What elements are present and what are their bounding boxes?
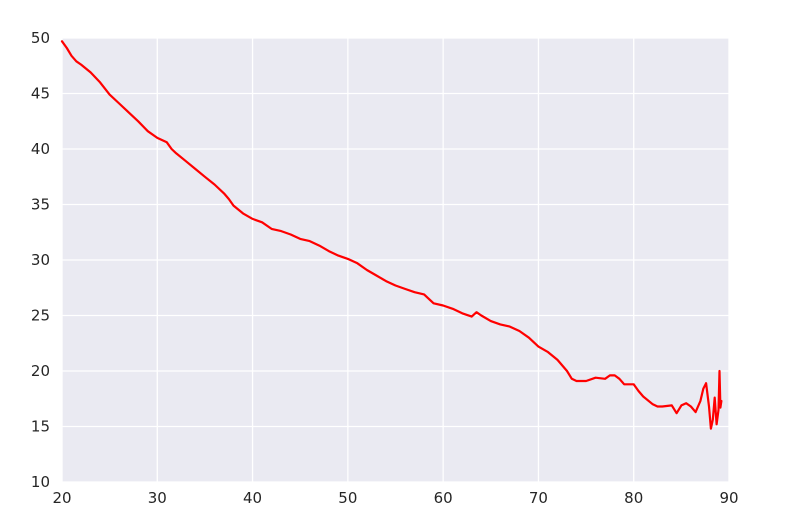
y-axis: 10 15 20 25 30 35 40 45 50: [31, 29, 50, 491]
y-tick-label: 30: [31, 251, 50, 269]
x-tick-label: 70: [529, 489, 548, 507]
y-tick-label: 50: [31, 29, 50, 47]
y-tick-label: 15: [31, 418, 50, 436]
series-line: [60, 40, 723, 430]
grid: [61, 37, 730, 483]
x-tick-label: 80: [624, 489, 643, 507]
y-tick-label: 35: [31, 196, 50, 214]
x-tick-label: 50: [338, 489, 357, 507]
x-axis: 20 30 40 50 60 70 80 90: [52, 489, 738, 507]
y-tick-label: 45: [31, 85, 50, 103]
y-tick-label: 10: [31, 473, 50, 491]
series-group: [60, 40, 723, 430]
x-tick-label: 90: [719, 489, 738, 507]
x-tick-label: 30: [148, 489, 167, 507]
y-tick-label: 25: [31, 307, 50, 325]
y-tick-label: 40: [31, 140, 50, 158]
x-tick-label: 20: [52, 489, 71, 507]
x-tick-label: 60: [434, 489, 453, 507]
x-tick-label: 40: [243, 489, 262, 507]
y-tick-label: 20: [31, 362, 50, 380]
